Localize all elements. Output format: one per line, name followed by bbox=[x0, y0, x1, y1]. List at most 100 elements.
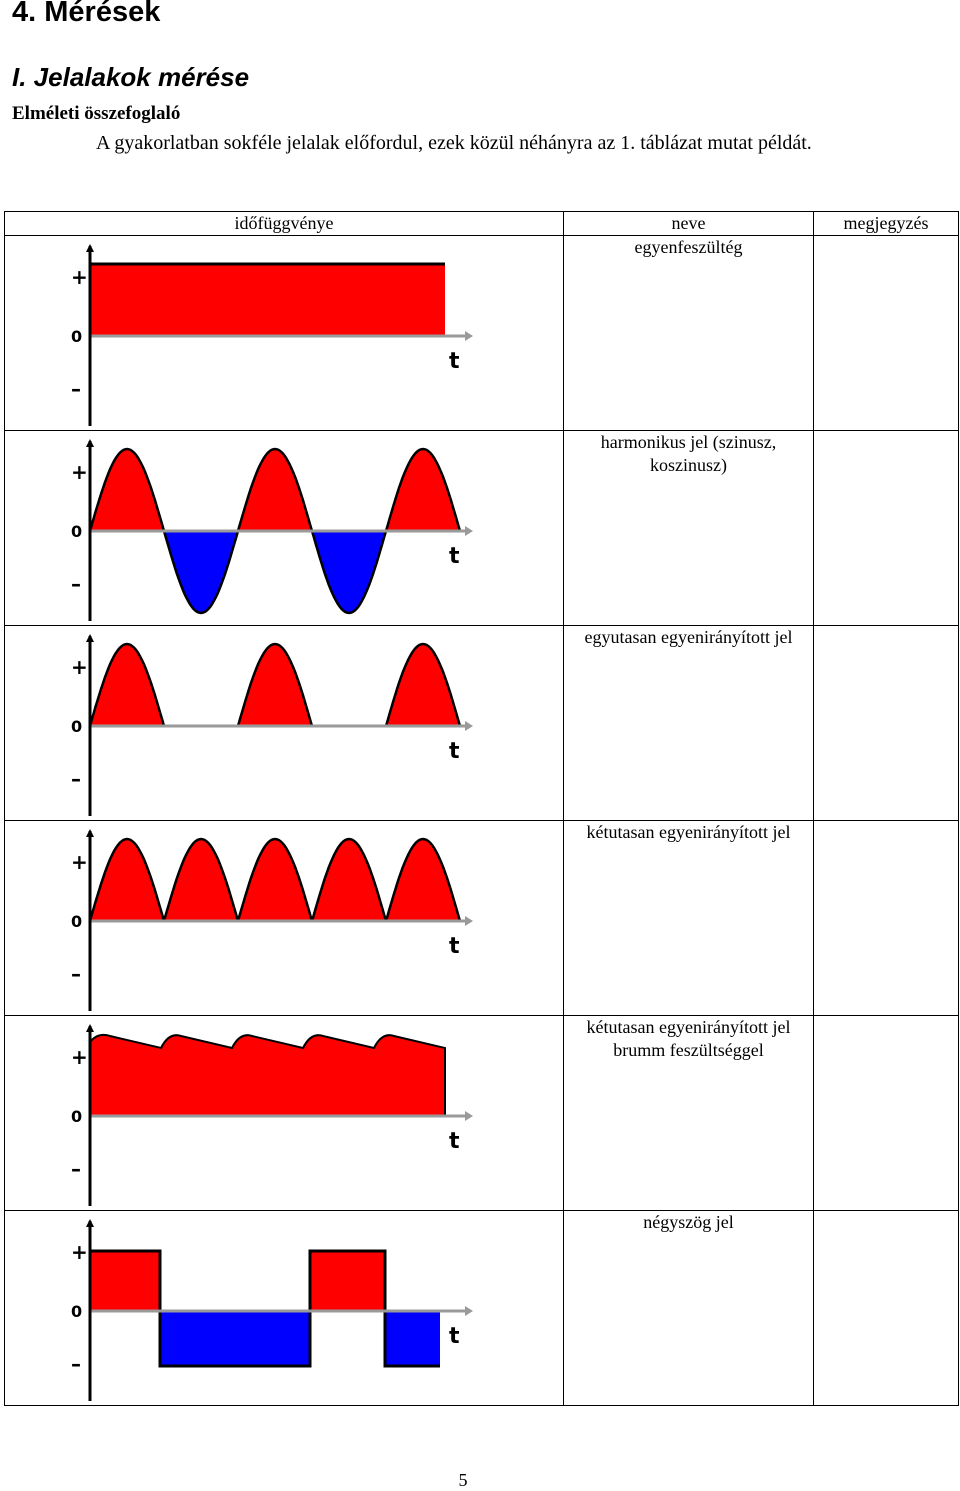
table-row: +0 – t négyszög jel bbox=[4, 1210, 959, 1406]
table-row: +0 – t egyenfeszültég bbox=[4, 235, 959, 431]
rectified-full-wave-hump bbox=[88, 837, 166, 923]
square-waveform: +0 – t bbox=[71, 1219, 473, 1401]
page-heading: 4. Mérések bbox=[12, 0, 161, 28]
sine-waveform: +0 – t bbox=[71, 439, 473, 621]
negative-half-wave bbox=[162, 529, 240, 615]
time-axis-arrow bbox=[465, 526, 473, 536]
signal-name-cell: négyszög jel bbox=[563, 1210, 814, 1406]
table-row: +0 – t kétutasan egyenirányított jel bbox=[4, 820, 959, 1016]
square-low-pulse bbox=[160, 1311, 310, 1366]
ripple-waveform: +0 – t bbox=[71, 1024, 473, 1206]
signal-name: kétutasan egyenirányított jel brumm fesz… bbox=[586, 1017, 791, 1060]
zero-label: 0 bbox=[71, 912, 82, 931]
time-label: t bbox=[449, 1129, 460, 1154]
note-cell bbox=[813, 430, 959, 626]
minus-label: – bbox=[71, 572, 81, 596]
positive-half-wave bbox=[384, 447, 462, 533]
zero-label: 0 bbox=[71, 1302, 82, 1321]
rectified-half-wave bbox=[384, 642, 462, 728]
minus-label: – bbox=[71, 962, 81, 986]
rectified-half-wave bbox=[236, 642, 314, 728]
note-cell bbox=[813, 1015, 959, 1211]
signal-name: egyenfeszültég bbox=[634, 237, 743, 257]
zero-label: 0 bbox=[71, 717, 82, 736]
minus-label: – bbox=[71, 767, 81, 791]
minus-label: – bbox=[71, 1352, 81, 1376]
note-cell bbox=[813, 625, 959, 821]
header-note: megjegyzés bbox=[813, 211, 959, 236]
dc-waveform: +0 – t bbox=[71, 244, 473, 426]
time-axis-arrow bbox=[465, 1306, 473, 1316]
rectified-full-wave-hump bbox=[162, 837, 240, 923]
positive-half-wave bbox=[88, 447, 166, 533]
value-axis-arrow bbox=[86, 829, 94, 837]
page-number: 5 bbox=[458, 1470, 468, 1490]
time-label: t bbox=[449, 739, 460, 764]
signal-name: négyszög jel bbox=[643, 1212, 734, 1232]
signal-name: kétutasan egyenirányított jel bbox=[586, 822, 791, 842]
square-high-pulse bbox=[310, 1251, 385, 1311]
positive-half-wave bbox=[236, 447, 314, 533]
table-row: +0 – t kétutasan egyenirányított jel brumm… bbox=[4, 1015, 959, 1211]
signal-table: időfüggvénye neve megjegyzés +0 – t egyenf… bbox=[4, 211, 959, 1406]
plus-label: + bbox=[71, 850, 88, 874]
subsection-heading: Elméleti összefoglaló bbox=[12, 103, 181, 124]
plus-label: + bbox=[71, 265, 88, 289]
half-wave-rectified-waveform: +0 – t bbox=[71, 634, 473, 816]
rectified-full-wave-hump bbox=[310, 837, 388, 923]
time-axis-arrow bbox=[465, 1111, 473, 1121]
waveform-cell: +0 – t bbox=[4, 820, 564, 1016]
square-low-pulse bbox=[385, 1311, 440, 1366]
time-label: t bbox=[449, 1324, 460, 1349]
plus-label: + bbox=[71, 460, 88, 484]
rectified-full-wave-hump bbox=[384, 837, 462, 923]
square-outline bbox=[90, 1249, 440, 1368]
minus-label: – bbox=[71, 1157, 81, 1181]
rectified-full-wave-hump bbox=[236, 837, 314, 923]
zero-label: 0 bbox=[71, 522, 82, 541]
ripple-fill bbox=[89, 1033, 446, 1117]
dc-level-fill bbox=[90, 264, 445, 336]
note-cell bbox=[813, 1210, 959, 1406]
rectified-half-wave bbox=[88, 642, 166, 728]
plus-label: + bbox=[71, 655, 88, 679]
intro-paragraph: A gyakorlatban sokféle jelalak előfordul… bbox=[96, 132, 812, 154]
section-heading: I. Jelalakok mérése bbox=[12, 62, 250, 92]
zero-label: 0 bbox=[71, 327, 82, 346]
table-header-row: időfüggvénye neve megjegyzés bbox=[4, 211, 959, 236]
plus-label: + bbox=[71, 1240, 88, 1264]
zero-label: 0 bbox=[71, 1107, 82, 1126]
waveform-cell: +0 – t bbox=[4, 1015, 564, 1211]
signal-name-cell: kétutasan egyenirányított jel bbox=[563, 820, 814, 1016]
signal-name-cell: kétutasan egyenirányított jel brumm fesz… bbox=[563, 1015, 814, 1211]
signal-name-cell: egyenfeszültég bbox=[563, 235, 814, 431]
signal-name-cell: egyutasan egyenirányított jel bbox=[563, 625, 814, 821]
time-axis-arrow bbox=[465, 916, 473, 926]
table-row: +0 – t harmonikus jel (szinusz, koszinusz) bbox=[4, 430, 959, 626]
value-axis-arrow bbox=[86, 244, 94, 252]
waveform-cell: +0 – t bbox=[4, 430, 564, 626]
full-wave-rectified-waveform: +0 – t bbox=[71, 829, 473, 1011]
square-high-pulse bbox=[90, 1251, 160, 1311]
value-axis-arrow bbox=[86, 1219, 94, 1227]
signal-name: harmonikus jel (szinusz, koszinusz) bbox=[600, 432, 777, 475]
value-axis-arrow bbox=[86, 439, 94, 447]
waveform-cell: +0 – t bbox=[4, 1210, 564, 1406]
plus-label: + bbox=[71, 1045, 88, 1069]
table-row: +0 – t egyutasan egyenirányított jel bbox=[4, 625, 959, 821]
negative-half-wave bbox=[310, 529, 388, 615]
time-axis-arrow bbox=[465, 331, 473, 341]
time-label: t bbox=[449, 349, 460, 374]
waveform-cell: +0 – t bbox=[4, 235, 564, 431]
signal-name-cell: harmonikus jel (szinusz, koszinusz) bbox=[563, 430, 814, 626]
value-axis-arrow bbox=[86, 634, 94, 642]
time-label: t bbox=[449, 544, 460, 569]
note-cell bbox=[813, 820, 959, 1016]
time-axis-arrow bbox=[465, 721, 473, 731]
value-axis-arrow bbox=[86, 1024, 94, 1032]
minus-label: – bbox=[71, 377, 81, 401]
header-waveform: időfüggvénye bbox=[4, 211, 564, 236]
note-cell bbox=[813, 235, 959, 431]
header-name: neve bbox=[563, 211, 814, 236]
signal-name: egyutasan egyenirányított jel bbox=[584, 627, 793, 647]
